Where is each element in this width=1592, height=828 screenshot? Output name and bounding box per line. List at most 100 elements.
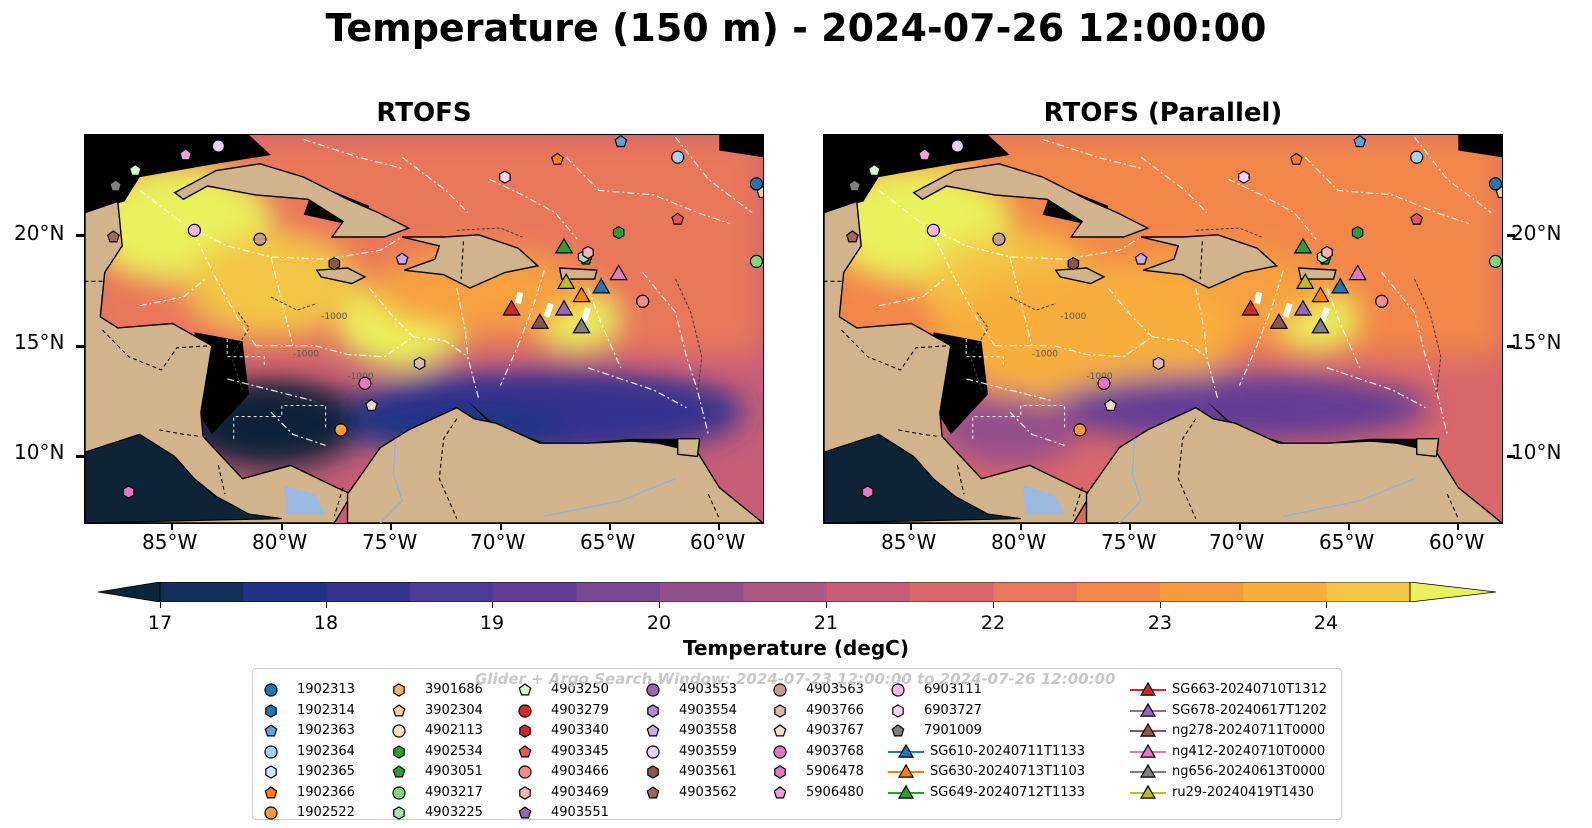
legend-label: 4903563 [806, 682, 864, 697]
lon-label-65w-right: 65°W [1319, 530, 1375, 554]
legend-label: 6903111 [924, 682, 982, 697]
argo-float-marker [1410, 150, 1424, 164]
argo-float-marker [1097, 376, 1111, 390]
border-venezuela-guyana [707, 493, 720, 519]
legend-label: 1902364 [297, 743, 355, 759]
eez-line [675, 136, 753, 214]
legend-label: ng278-20240711T0000 [1172, 723, 1326, 738]
glider-track [1282, 302, 1293, 318]
colorbar-segment [1243, 582, 1328, 602]
colorbar-segment [1076, 582, 1161, 602]
colorbar-svg [97, 581, 1497, 603]
glider-marker [1241, 299, 1260, 316]
colorbar-segment [410, 582, 494, 602]
tick-mark [1238, 524, 1241, 530]
tick-mark [1457, 524, 1460, 530]
lat-label-15n-left: 15°N [14, 330, 65, 354]
eez-line [565, 156, 731, 225]
legend-marker [1139, 702, 1157, 717]
glider-marker [530, 313, 550, 329]
legend-marker [518, 683, 532, 696]
argo-float-marker [211, 139, 226, 153]
colorbar-segment [1160, 582, 1244, 602]
eez-boundaries [139, 136, 753, 446]
legend-marker [897, 743, 915, 758]
land-jamaica [1054, 267, 1106, 285]
land-south-america [346, 406, 763, 523]
eez-line [966, 378, 1054, 402]
legend-marker-icon [393, 744, 405, 759]
eez-line [587, 367, 687, 409]
legend-marker-icon [264, 744, 278, 759]
legend-marker-icon [392, 785, 406, 800]
legend-marker [773, 683, 787, 697]
argo-float-marker [845, 230, 859, 243]
eez-line [642, 272, 709, 435]
argo-float-marker [128, 163, 142, 176]
glider-marker [572, 317, 591, 334]
legend-marker-icon [393, 683, 405, 697]
colorbar-tick-mark [326, 602, 327, 608]
map-panel-rtofs[interactable]: -1000 -1000 -1000 [84, 134, 764, 524]
border-honduras-nicaragua [841, 329, 951, 371]
legend-marker-icon [773, 683, 787, 697]
land-trinidad [677, 438, 701, 458]
argo-float-marker [671, 150, 685, 164]
legend-marker [392, 765, 406, 778]
legend-marker [892, 703, 904, 718]
legend-marker-icon [393, 806, 405, 820]
legend-marker [392, 703, 406, 716]
colorbar-label: Temperature (degC) [683, 636, 909, 660]
argo-float-marker [122, 485, 135, 499]
legend-label: 4903559 [679, 743, 737, 759]
eez-line [139, 189, 403, 260]
field-warm-band-parallel [936, 264, 1237, 405]
legend-marker [518, 744, 532, 757]
legend-marker-icon [518, 806, 532, 819]
lon-label-80w-left: 80°W [252, 530, 308, 554]
glider-marker [554, 237, 574, 254]
legend-marker-icon [888, 743, 924, 758]
legend-label: 4903466 [551, 764, 609, 779]
argo-float-marker [848, 179, 862, 192]
argo-float-marker [499, 170, 511, 184]
legend-marker [891, 683, 905, 697]
colorbar-segment [160, 582, 244, 602]
legend-marker [1139, 722, 1157, 737]
river-orinoco [1283, 478, 1415, 517]
legend-label: 1902522 [297, 805, 355, 820]
glider-track [543, 302, 554, 318]
land-trinidad [1416, 438, 1440, 458]
legend-marker [646, 724, 660, 737]
border-honduras-nicaragua [102, 329, 212, 371]
colorbar-tick-23: 23 [1147, 612, 1173, 634]
argo-float-marker [1134, 252, 1148, 265]
argo-float-marker [1495, 185, 1502, 199]
legend-marker-icon [519, 785, 531, 800]
legend-marker [774, 703, 786, 718]
legend-label: 3902304 [425, 702, 483, 718]
lat-label-10n-right: 10°N [1511, 440, 1562, 464]
eez-line [1414, 136, 1492, 214]
border-panama-colombia [1072, 487, 1083, 517]
colorbar-tick-mark [492, 602, 493, 608]
contour-label: -1000 [1032, 350, 1058, 360]
bathymetry-contours [969, 227, 1442, 395]
colorbar-tick-mark [1160, 602, 1161, 608]
contour-label: -1000 [321, 312, 347, 322]
map-svg: -1000 -1000 -1000 [824, 135, 1502, 523]
argo-float-marker [334, 423, 348, 437]
colorbar-tick-mark [1326, 602, 1327, 608]
legend-label: SG610-20240711T1133 [930, 743, 1086, 759]
river-magdalena [1118, 438, 1142, 523]
tick-mark [1347, 524, 1350, 530]
legend-label: 4903558 [679, 723, 737, 738]
legend-label: 4902113 [425, 723, 483, 738]
legend-marker [518, 703, 532, 718]
colorbar-segment [993, 582, 1078, 602]
glider-marker [1311, 286, 1330, 303]
argo-float-marker [636, 294, 650, 308]
legend-label: 4903553 [679, 682, 737, 697]
lat-label-15n-right: 15°N [1511, 330, 1562, 354]
map-panel-rtofs-parallel[interactable]: -1000 -1000 -1000 [823, 134, 1503, 524]
